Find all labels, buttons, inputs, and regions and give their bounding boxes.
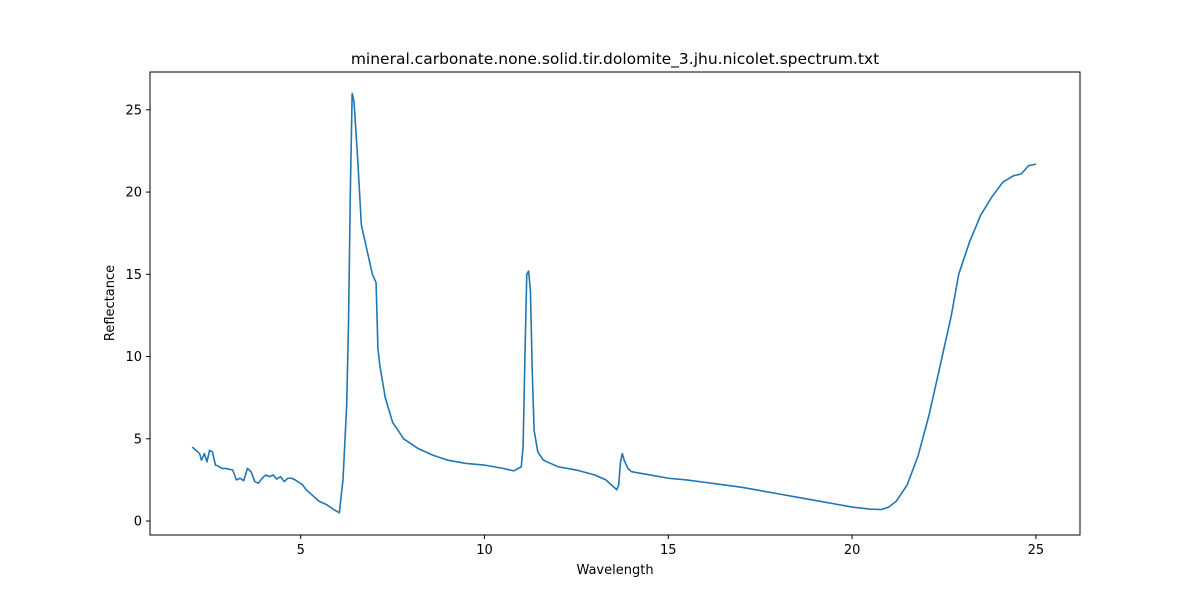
y-axis: 0 5 10 15 20 25 bbox=[125, 103, 150, 530]
y-tick-label: 25 bbox=[125, 103, 142, 118]
x-tick-label: 10 bbox=[476, 543, 493, 558]
x-tick-label: 20 bbox=[844, 543, 861, 558]
y-tick-label: 20 bbox=[125, 186, 142, 201]
x-tick-label: 25 bbox=[1028, 543, 1045, 558]
y-tick-label: 5 bbox=[134, 432, 142, 447]
axes-frame bbox=[149, 71, 1081, 536]
x-tick-label: 15 bbox=[660, 543, 677, 558]
chart-title: mineral.carbonate.none.solid.tir.dolomit… bbox=[351, 50, 879, 69]
y-tick-label: 15 bbox=[125, 268, 142, 283]
x-tick-label: 5 bbox=[297, 543, 305, 558]
x-axis-label: Wavelength bbox=[576, 563, 653, 578]
y-axis-label: Reflectance bbox=[103, 265, 118, 341]
spectrum-series-line bbox=[191, 92, 1037, 514]
plot-area bbox=[191, 92, 1037, 514]
y-tick-label: 10 bbox=[125, 350, 142, 365]
x-axis: 5 10 15 20 25 bbox=[297, 535, 1045, 558]
y-tick-label: 0 bbox=[134, 515, 142, 530]
